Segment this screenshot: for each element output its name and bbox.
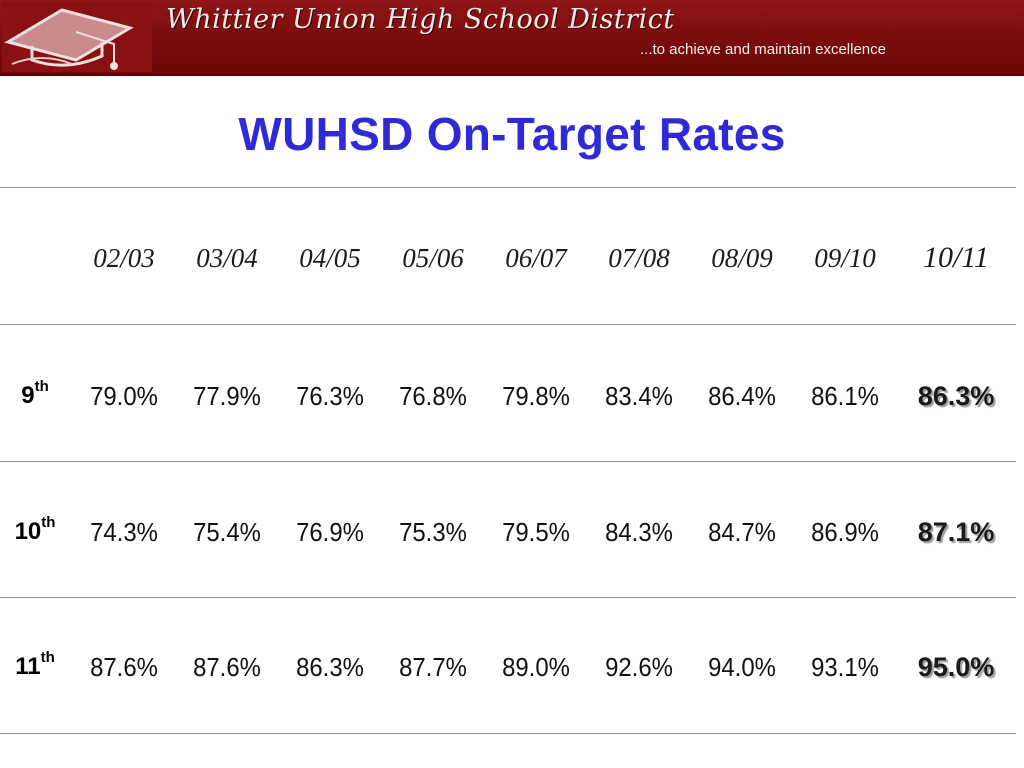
table-row: 9th 79.0% 77.9% 76.3% 76.8% 79.8% 83.4% … bbox=[0, 376, 1024, 416]
rate-cell: 79.5% bbox=[502, 517, 570, 547]
rate-cell: 87.6% bbox=[90, 652, 158, 682]
rate-cell: 75.3% bbox=[399, 517, 467, 547]
year-header-row: 02/03 03/04 04/05 05/06 06/07 07/08 08/0… bbox=[0, 238, 1024, 278]
rate-cell: 86.4% bbox=[708, 381, 776, 411]
rate-cell: 76.8% bbox=[399, 381, 467, 411]
divider bbox=[0, 597, 1016, 598]
table-row: 11th 87.6% 87.6% 86.3% 87.7% 89.0% 92.6%… bbox=[0, 647, 1024, 687]
rate-cell-current: 86.3% bbox=[917, 381, 995, 411]
table-row: 10th 74.3% 75.4% 76.9% 75.3% 79.5% 84.3%… bbox=[0, 512, 1024, 552]
rate-cell-current: 95.0% bbox=[917, 652, 995, 682]
header-banner: Whittier Union High School District ...t… bbox=[0, 0, 1024, 76]
year-header: 08/09 bbox=[711, 243, 773, 273]
rate-cell: 94.0% bbox=[708, 652, 776, 682]
rate-cell: 79.0% bbox=[90, 381, 158, 411]
rate-cell: 76.3% bbox=[296, 381, 364, 411]
rate-cell: 87.6% bbox=[193, 652, 261, 682]
rate-cell: 76.9% bbox=[296, 517, 364, 547]
rate-cell-current: 87.1% bbox=[917, 517, 995, 547]
rate-cell: 75.4% bbox=[193, 517, 261, 547]
year-header: 03/04 bbox=[196, 243, 258, 273]
rate-cell: 92.6% bbox=[605, 652, 673, 682]
district-tagline: ...to achieve and maintain excellence bbox=[640, 41, 886, 58]
divider bbox=[0, 461, 1016, 462]
grade-label: 11th bbox=[15, 649, 55, 680]
graduation-cap-icon bbox=[2, 2, 152, 72]
year-header: 07/08 bbox=[608, 243, 670, 273]
grade-label: 9th bbox=[21, 378, 49, 409]
rate-cell: 93.1% bbox=[811, 652, 879, 682]
rate-cell: 84.3% bbox=[605, 517, 673, 547]
rate-cell: 86.3% bbox=[296, 652, 364, 682]
rate-cell: 74.3% bbox=[90, 517, 158, 547]
year-header: 09/10 bbox=[814, 243, 876, 273]
year-header: 02/03 bbox=[93, 243, 155, 273]
rate-cell: 86.9% bbox=[811, 517, 879, 547]
rate-cell: 79.8% bbox=[502, 381, 570, 411]
rate-cell: 84.7% bbox=[708, 517, 776, 547]
page-title: WUHSD On-Target Rates bbox=[238, 108, 786, 160]
divider bbox=[0, 187, 1016, 188]
divider bbox=[0, 324, 1016, 325]
year-header-current: 10/11 bbox=[922, 241, 990, 274]
district-name: Whittier Union High School District bbox=[166, 4, 675, 35]
divider bbox=[0, 733, 1016, 734]
rate-cell: 77.9% bbox=[193, 381, 261, 411]
grade-label: 10th bbox=[14, 514, 56, 545]
year-header: 04/05 bbox=[299, 243, 361, 273]
year-header: 05/06 bbox=[402, 243, 464, 273]
rate-cell: 87.7% bbox=[399, 652, 467, 682]
rate-cell: 86.1% bbox=[811, 381, 879, 411]
year-header: 06/07 bbox=[505, 243, 567, 273]
rate-cell: 89.0% bbox=[502, 652, 570, 682]
rate-cell: 83.4% bbox=[605, 381, 673, 411]
